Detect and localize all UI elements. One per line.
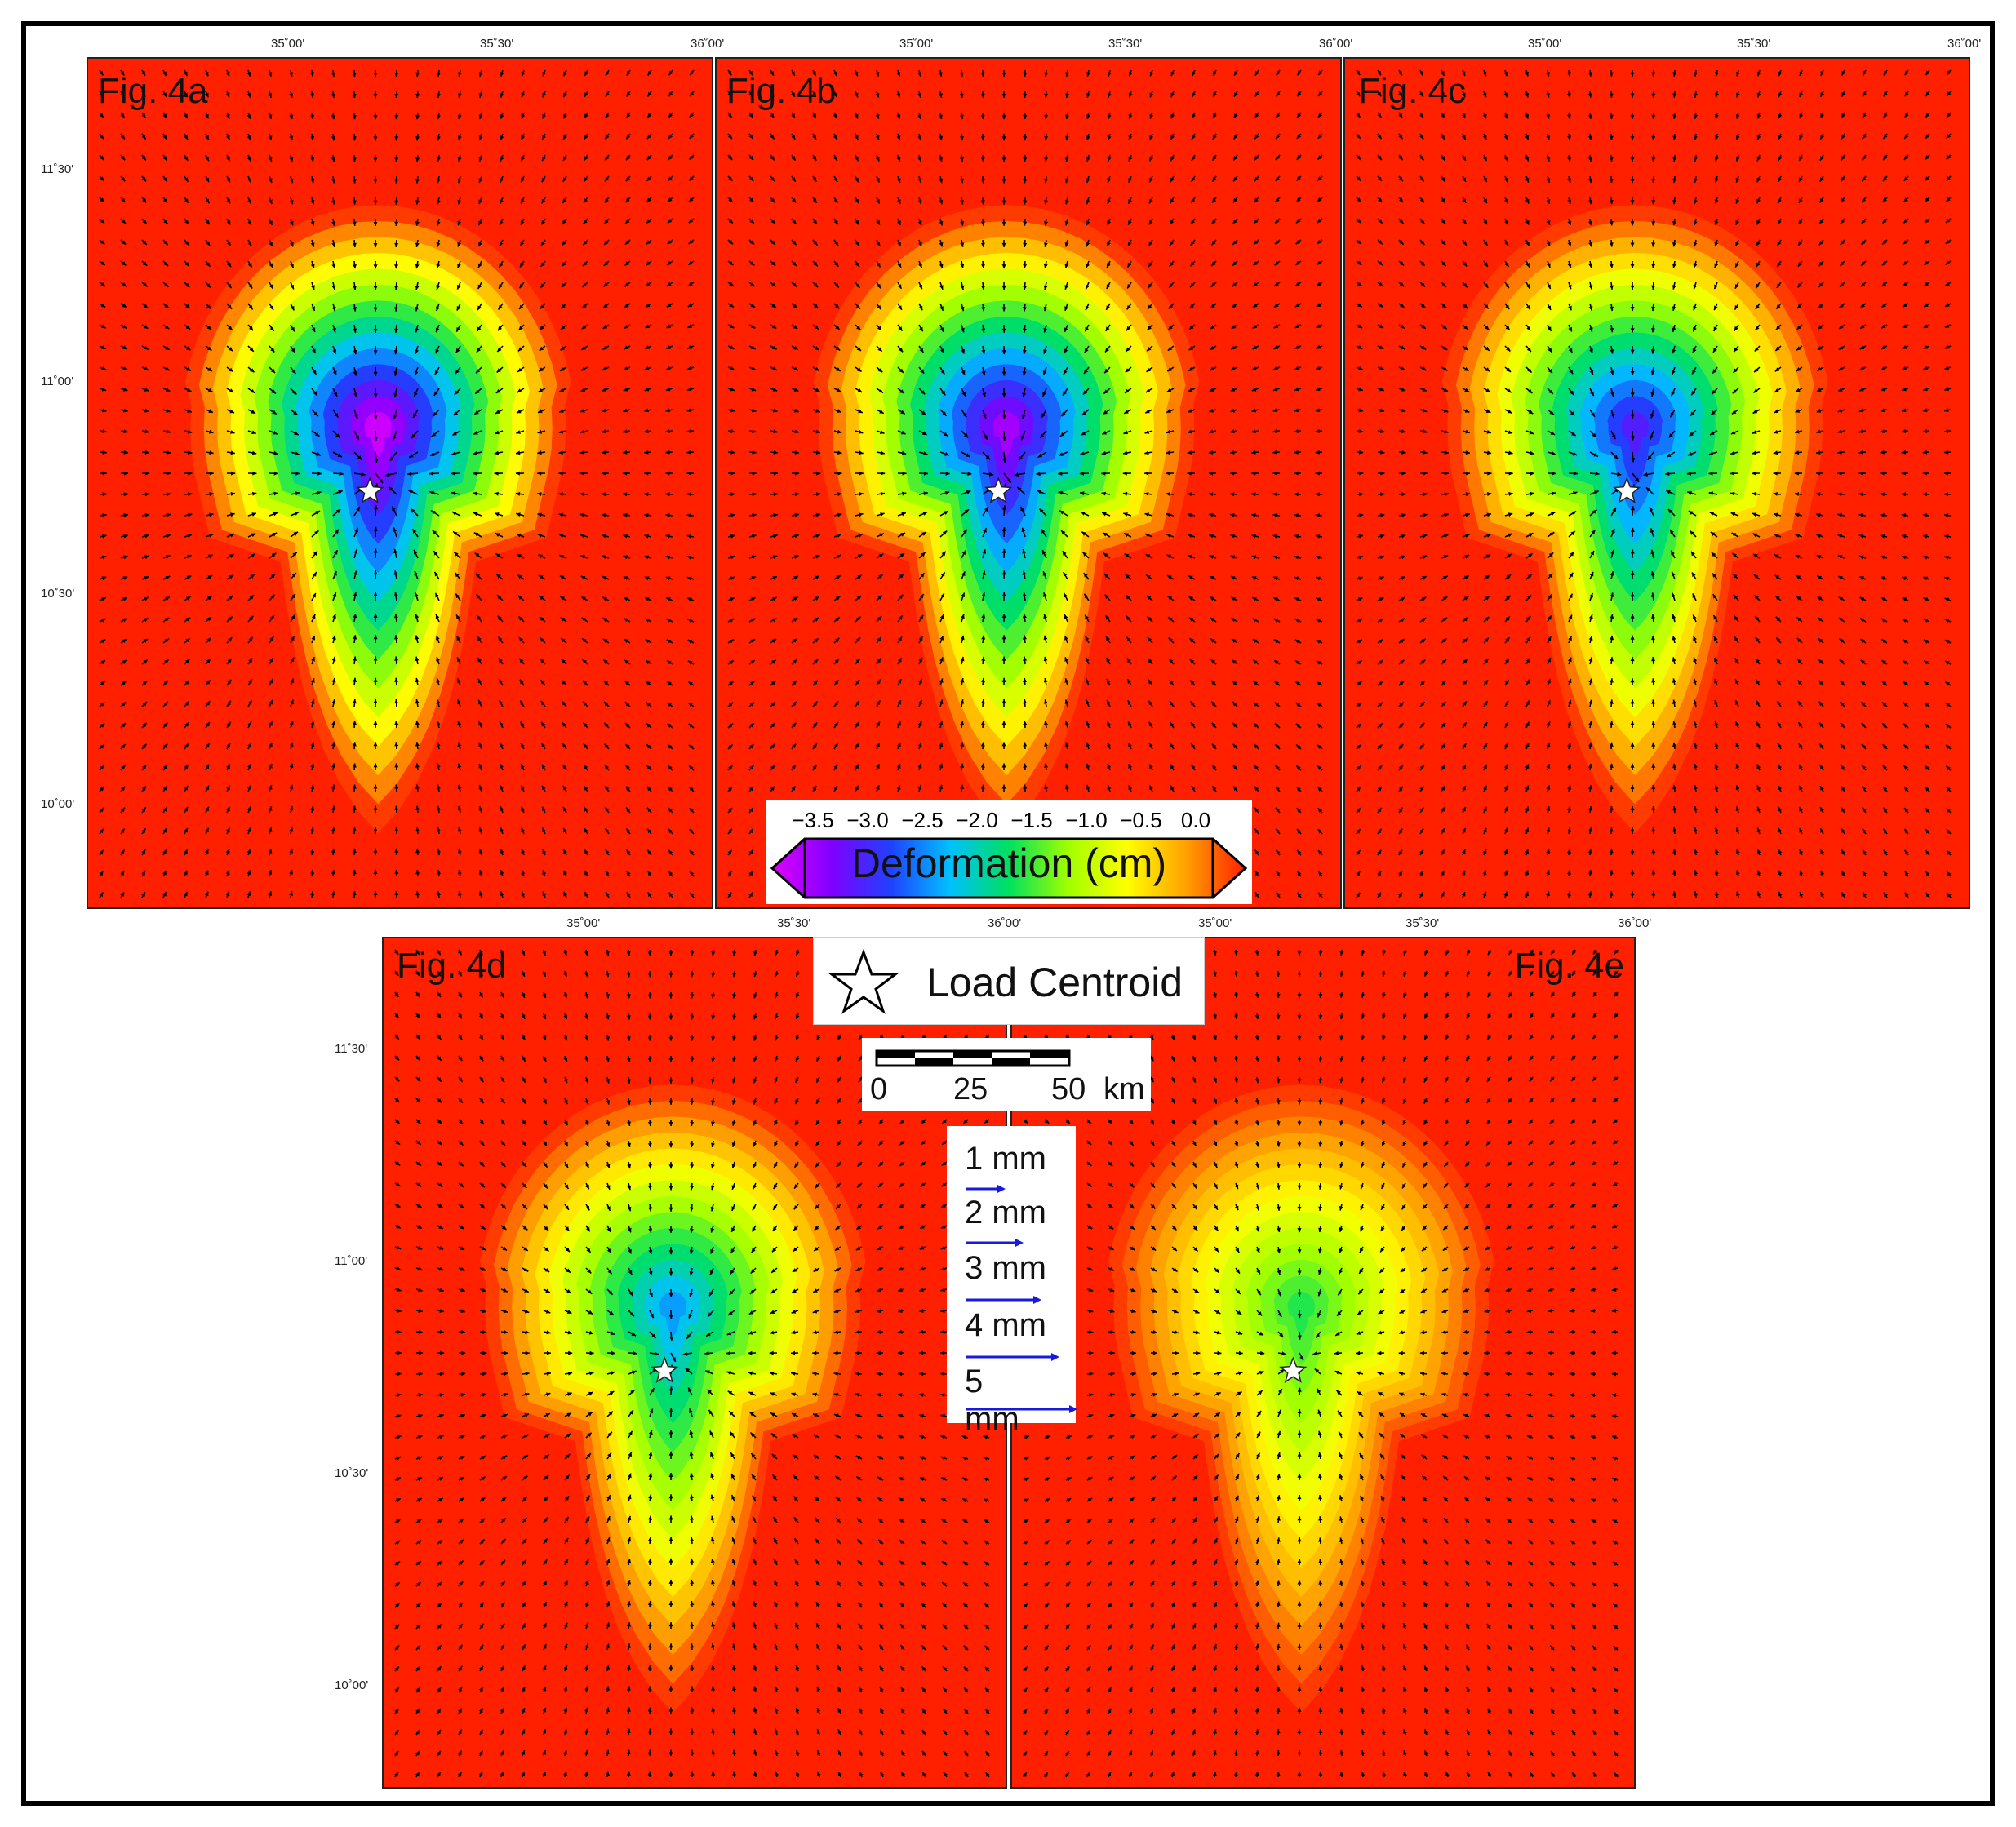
deformation-field (1345, 59, 1969, 907)
panel-label: Fig. 4a (98, 71, 208, 111)
panel-label: Fig. 4e (1514, 946, 1624, 986)
load-centroid-star-icon (1613, 477, 1641, 503)
vector-legend-label: 1 mm (965, 1141, 1046, 1177)
displacement-vectors (99, 69, 695, 898)
panel-label: Fig. 4c (1358, 71, 1467, 111)
colorbar-tick: −2.0 (956, 808, 998, 832)
scale-unit: km (1103, 1072, 1145, 1106)
load-centroid-star-icon (1279, 1356, 1308, 1383)
lon-tick: 35˚30' (1108, 37, 1143, 51)
colorbar-tick: −3.5 (792, 808, 834, 832)
map-panel-4a: Fig. 4a (87, 57, 713, 909)
lat-tick: 10˚00' (41, 797, 75, 811)
map-panel-4d: Fig. 4d (382, 937, 1007, 1789)
vector-legend-label: 3 mm (965, 1250, 1046, 1286)
load-centroid-star-icon (984, 477, 1013, 503)
lon-tick: 36˚00' (1618, 916, 1652, 930)
lat-tick: 10˚00' (335, 1678, 369, 1692)
lon-tick: 35˚00' (899, 37, 934, 51)
lon-tick: 36˚00' (1947, 37, 1982, 51)
deformation-contour (992, 411, 1021, 457)
colorbar-gradient (770, 837, 1248, 899)
colorbar-tick: −2.5 (901, 808, 944, 832)
legend-label: Load Centroid (926, 960, 1183, 1005)
displacement-vectors (1356, 69, 1952, 898)
vector-legend-label: 4 mm (965, 1307, 1046, 1343)
vector-arrow-icon (966, 1353, 1059, 1361)
lon-tick: 35˚00' (1528, 37, 1562, 51)
lat-tick: 11˚00' (41, 375, 74, 388)
lon-tick: 36˚00' (988, 916, 1022, 930)
lon-tick: 36˚00' (1319, 37, 1353, 51)
star-icon (828, 949, 899, 1014)
scale-label: 25 (953, 1072, 988, 1106)
scale-label: 0 (870, 1072, 888, 1106)
vector-arrow-icon (966, 1405, 1077, 1413)
figure-frame (21, 21, 1995, 1806)
lon-tick: 35˚30' (1737, 37, 1771, 51)
colorbar-title: Deformation (cm) (850, 840, 1167, 886)
panel-label: Fig. 4b (726, 71, 837, 111)
lon-tick: 35˚00' (271, 37, 305, 51)
lat-tick: 11˚00' (335, 1254, 368, 1268)
deformation-field (88, 59, 712, 907)
scale-bar: 0 25 50 km (862, 1038, 1151, 1111)
deformation-field (384, 938, 1006, 1787)
vector-legend-label: 2 mm (965, 1195, 1046, 1231)
lon-tick: 35˚30' (1405, 916, 1440, 930)
displacement-vectors (394, 949, 990, 1778)
legend: Load Centroid (813, 937, 1205, 1025)
colorbar-tick: 0.0 (1180, 808, 1211, 832)
load-centroid-star-icon (356, 477, 384, 503)
colorbar-tick: −3.0 (846, 808, 889, 832)
vector-arrow-icon (966, 1296, 1041, 1304)
colorbar-ticks: −3.5 −3.0 −2.5 −2.0 −1.5 −1.0 −0.5 0.0 (766, 808, 1252, 832)
scale-bar-graphic (875, 1049, 1071, 1067)
lat-tick: 11˚30' (41, 162, 74, 176)
displacement-vectors (727, 69, 1323, 898)
deformation-field (717, 59, 1340, 907)
lat-tick: 10˚30' (335, 1466, 369, 1480)
lon-tick: 35˚00' (1198, 916, 1232, 930)
deformation-contour (659, 1291, 687, 1337)
map-panel-4b: Fig. 4b (715, 57, 1342, 909)
vector-legend: 1 mm 2 mm 3 mm 4 mm 5 mm (947, 1126, 1077, 1437)
lon-tick: 35˚00' (566, 916, 601, 930)
lon-tick: 35˚30' (480, 37, 514, 51)
colorbar-tick: −1.0 (1065, 808, 1108, 832)
vector-legend-label: 5 mm (965, 1364, 1019, 1437)
lat-tick: 10˚30' (41, 587, 75, 601)
panel-label: Fig. 4d (397, 946, 507, 986)
vector-arrow-icon (966, 1185, 1006, 1193)
deformation-contour (1621, 411, 1650, 457)
lon-tick: 35˚30' (777, 916, 811, 930)
vector-arrow-icon (966, 1239, 1024, 1247)
colorbar: −3.5 −3.0 −2.5 −2.0 −1.5 −1.0 −0.5 0.0 D… (766, 800, 1252, 904)
load-centroid-star-icon (651, 1356, 679, 1383)
deformation-contour (364, 411, 393, 457)
colorbar-tick: −1.5 (1010, 808, 1053, 832)
lon-tick: 36˚00' (691, 37, 725, 51)
map-panel-4c: Fig. 4c (1343, 57, 1970, 909)
scale-label: 50 (1051, 1072, 1086, 1106)
lat-tick: 11˚30' (335, 1042, 368, 1056)
colorbar-tick: −0.5 (1120, 808, 1162, 832)
